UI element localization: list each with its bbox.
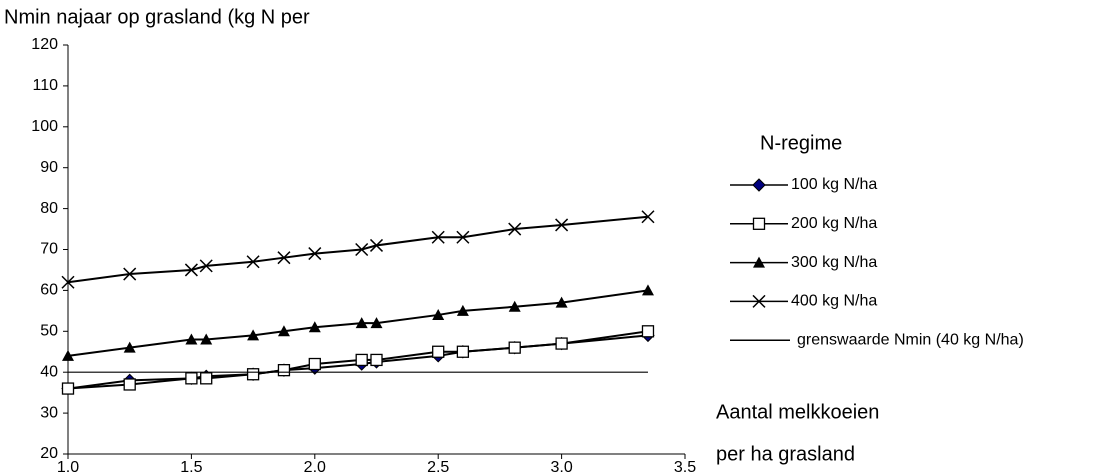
y-tick-label: 90 — [40, 159, 58, 176]
marker — [308, 321, 321, 333]
marker — [277, 364, 291, 377]
marker — [185, 372, 198, 385]
marker — [508, 222, 522, 236]
marker — [752, 217, 766, 230]
y-tick-label: 120 — [31, 36, 58, 53]
marker — [456, 345, 470, 358]
x-tick-label: 1,0 — [57, 459, 79, 472]
marker — [123, 341, 136, 353]
legend-label: grenswaarde Nmin (40 kg N/ha) — [797, 331, 1024, 348]
legend-label: 200 kg N/ha — [791, 215, 877, 232]
y-tick-label: 50 — [40, 323, 58, 340]
x-tick-label: 3,0 — [550, 459, 572, 472]
marker — [369, 238, 384, 252]
marker — [370, 317, 383, 329]
marker — [508, 341, 521, 354]
marker — [752, 294, 766, 308]
marker — [355, 242, 369, 257]
marker — [200, 372, 213, 385]
marker — [185, 333, 198, 345]
x-tick-label: 1,5 — [180, 459, 202, 472]
y-tick-label: 40 — [40, 363, 58, 380]
marker — [61, 382, 75, 395]
chart-title: Nmin najaar op grasland (kg N per — [4, 6, 310, 28]
marker — [62, 349, 74, 361]
marker — [555, 337, 568, 350]
marker — [753, 256, 765, 268]
y-tick-label: 30 — [40, 404, 58, 421]
marker — [123, 378, 136, 391]
legend-label: 100 kg N/ha — [791, 176, 877, 193]
y-tick-label: 60 — [40, 282, 58, 299]
marker — [277, 251, 291, 265]
marker — [641, 210, 655, 224]
marker — [123, 267, 137, 281]
legend-label: 300 kg N/ha — [791, 254, 877, 271]
legend-title: N-regime — [760, 132, 842, 154]
marker — [508, 300, 521, 312]
marker — [431, 230, 445, 244]
legend-label: 400 kg N/ha — [791, 293, 877, 310]
y-tick-label: 100 — [31, 118, 58, 135]
marker — [432, 345, 445, 358]
y-tick-label: 110 — [32, 77, 58, 94]
marker — [308, 357, 321, 371]
x-axis-label: per ha grasland — [716, 443, 855, 465]
marker — [246, 255, 260, 269]
marker — [199, 259, 213, 273]
marker — [247, 329, 260, 341]
marker — [200, 333, 213, 345]
x-tick-label: 2,0 — [304, 459, 326, 472]
marker — [555, 218, 569, 232]
marker — [277, 325, 290, 337]
y-tick-label: 80 — [40, 200, 58, 217]
marker — [456, 304, 469, 316]
marker — [555, 296, 568, 308]
marker — [456, 230, 470, 244]
series-line — [67, 215, 649, 284]
marker — [641, 284, 654, 296]
marker — [246, 368, 260, 381]
marker — [308, 247, 322, 261]
marker — [355, 353, 368, 367]
y-tick-label: 70 — [40, 241, 58, 258]
marker — [370, 353, 383, 367]
marker — [184, 263, 198, 277]
x-tick-label: 3,5 — [674, 459, 696, 472]
marker — [752, 178, 766, 192]
marker — [355, 317, 368, 329]
marker — [432, 308, 445, 320]
y-tick-label: 20 — [40, 445, 58, 462]
x-tick-label: 2,5 — [427, 459, 449, 472]
x-axis-label: Aantal melkkoeien — [716, 401, 879, 423]
marker — [61, 275, 75, 289]
marker — [641, 325, 655, 338]
